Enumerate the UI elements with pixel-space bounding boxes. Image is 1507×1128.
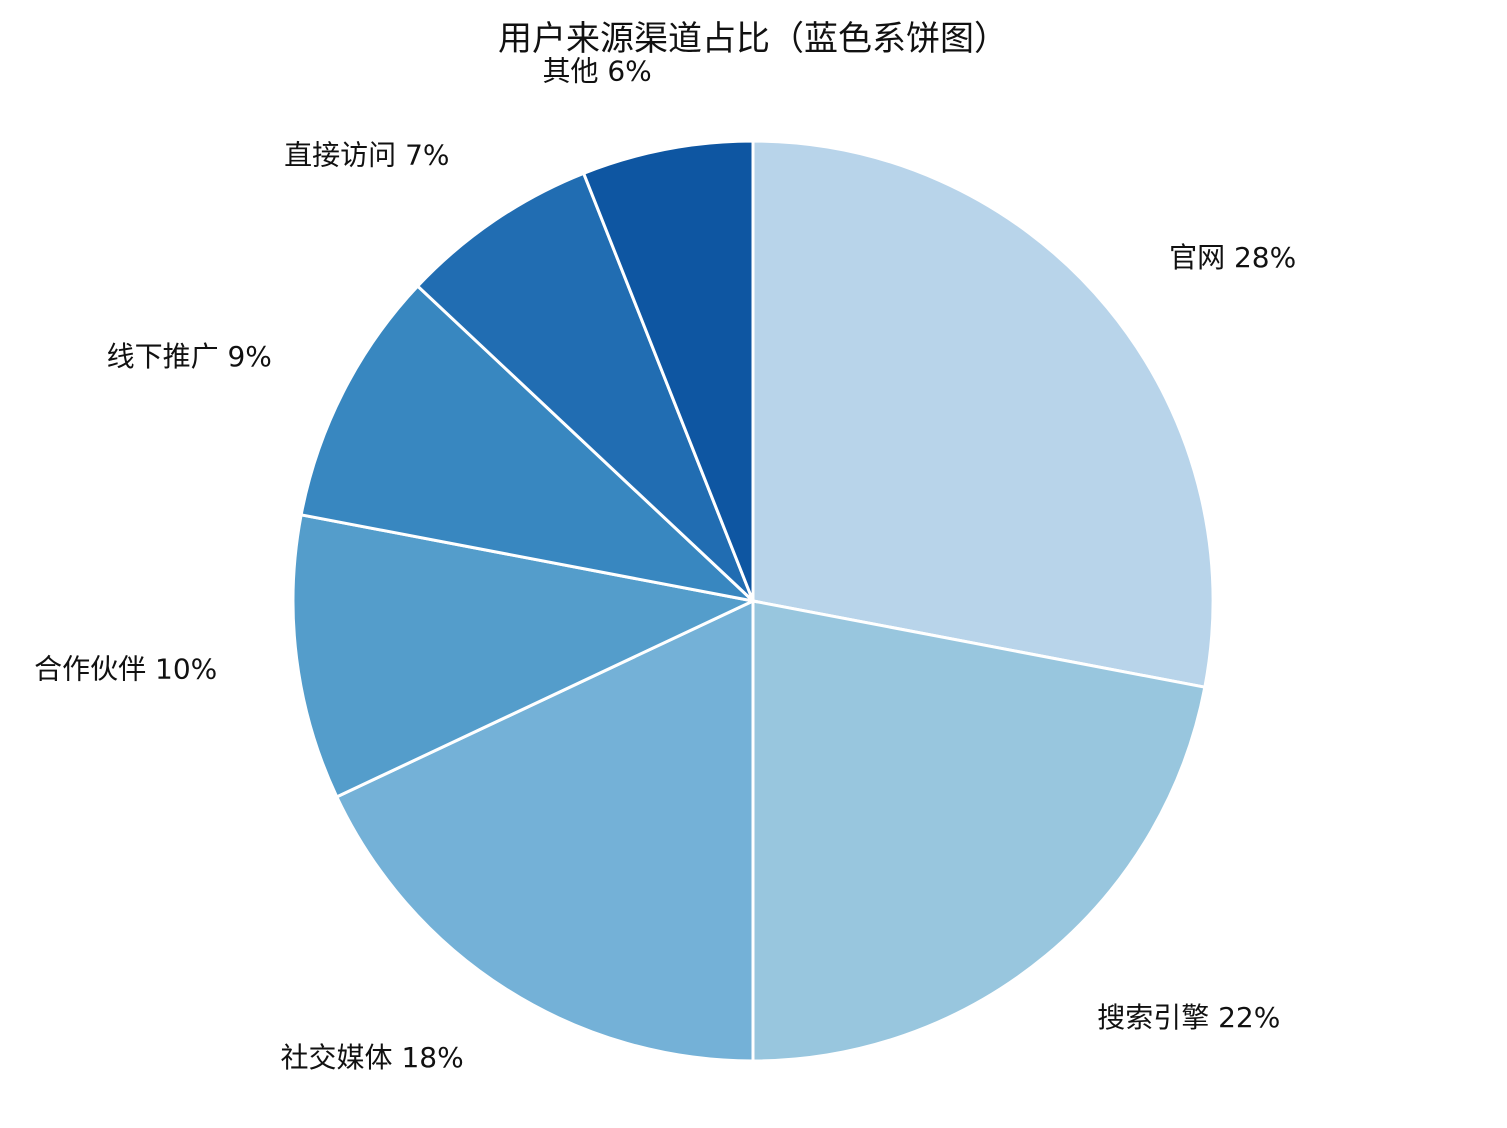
pie-slice-5: [415, 171, 755, 603]
pie-slices: [291, 139, 1215, 1063]
pie-slice-label-4: 线下推广 9%: [107, 340, 272, 373]
pie-slice-label-5: 直接访问 7%: [284, 138, 449, 171]
pie-slice-6: [581, 139, 755, 602]
pie-slice-label-6: 其他 6%: [542, 55, 651, 88]
pie-slice-label-0: 官网 28%: [1169, 241, 1296, 274]
pie-slice-0: [751, 139, 1215, 689]
pie-slice-2: [334, 598, 755, 1063]
pie-slice-label-1: 搜索引擎 22%: [1097, 1001, 1280, 1034]
pie-slice-3: [291, 513, 758, 799]
pie-slice-1: [751, 599, 1207, 1063]
pie-slice-label-3: 合作伙伴 10%: [34, 653, 217, 686]
chart-title: 用户来源渠道占比（蓝色系饼图）: [498, 19, 1008, 59]
pie-slice-label-2: 社交媒体 18%: [281, 1041, 464, 1074]
pie-labels: 官网 28% 搜索引擎 22% 社交媒体 18% 合作伙伴 10% 线下推广 9% 直接访…: [34, 55, 1296, 1074]
pie-slice-4: [299, 283, 758, 604]
